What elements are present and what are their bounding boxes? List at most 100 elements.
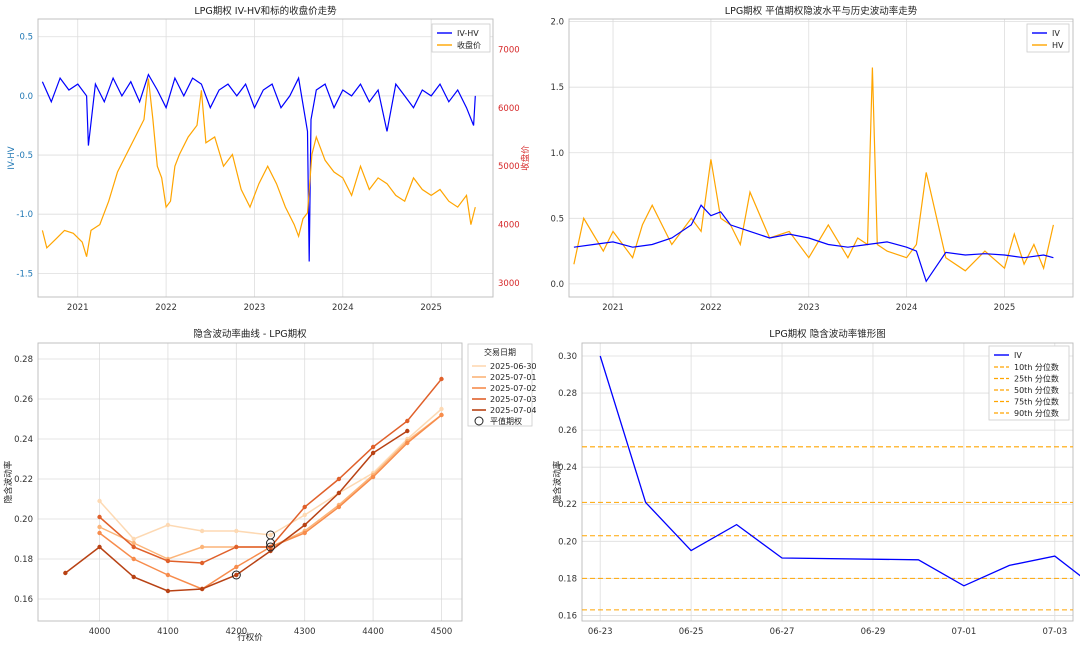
c2-y-tick-label: 1.5 — [550, 83, 564, 93]
c4-ylabel: 隐含波动率 — [552, 460, 563, 503]
c4-legend-quantile-label: 25th 分位数 — [1014, 374, 1059, 384]
c3-point — [405, 418, 410, 424]
c3-atm-marker — [231, 570, 241, 580]
c2-x-tick-label: 2022 — [700, 303, 722, 313]
c3-point — [131, 536, 136, 542]
c3-point — [165, 572, 171, 578]
c1-x-tick-label: 2021 — [67, 303, 89, 313]
c2-plot-frame — [568, 18, 1074, 298]
c3-point — [234, 528, 239, 534]
c3-legend-label: 2025-07-03 — [490, 395, 537, 404]
c2-legend-label: HV — [1052, 41, 1064, 50]
c3-x-tick-label: 4000 — [89, 627, 111, 637]
c3-point — [97, 514, 102, 520]
c3-point — [336, 490, 342, 496]
c3-point — [439, 376, 444, 382]
c3-y-tick-label: 0.20 — [14, 515, 33, 525]
c2-series-line-1 — [573, 204, 1054, 283]
c3-point — [302, 530, 307, 536]
c4-legend-quantile-label: 90th 分位数 — [1014, 408, 1059, 418]
c4-series-line-0 — [599, 355, 1080, 587]
c3-legend-title: 交易日期 — [484, 347, 516, 357]
c2-title: LPG期权 平值期权隐波水平与历史波动率走势 — [725, 5, 918, 17]
c2-legend-label: IV — [1052, 29, 1060, 38]
c4-y-tick-label: 0.28 — [558, 389, 577, 399]
c3-x-tick-label: 4200 — [226, 627, 248, 637]
c3-legend-label: 2025-07-04 — [490, 406, 537, 415]
c4-x-tick-label: 06-23 — [588, 627, 613, 637]
c3-x-tick-label: 4300 — [294, 627, 316, 637]
c4-x-tick-label: 06-29 — [861, 627, 886, 637]
c1-plot-frame — [37, 18, 494, 298]
c3-point — [405, 428, 410, 434]
c3-atm-marker — [266, 542, 276, 552]
c3-xlabel: 行权价 — [237, 632, 263, 643]
c3-point — [199, 544, 205, 550]
c2-y-tick-label: 0.0 — [550, 280, 564, 290]
c3-y-tick-label: 0.16 — [14, 595, 33, 605]
c4-legend-box — [988, 345, 1070, 421]
c1-y-tick-label: -1.5 — [16, 269, 33, 279]
c3-title: 隐含波动率曲线 - LPG期权 — [193, 328, 307, 340]
c3-legend-box — [467, 343, 533, 427]
c1-y2-tick-label: 3000 — [498, 279, 520, 289]
c1-x-tick-label: 2024 — [332, 303, 354, 313]
c1-x-tick-label: 2023 — [244, 303, 266, 313]
c3-point — [439, 412, 444, 418]
c3-legend-atm-swatch — [474, 416, 484, 426]
c2-series-line-0 — [573, 67, 1054, 272]
c1-y2-tick-label: 5000 — [498, 162, 520, 172]
c2-y-tick-label: 2.0 — [550, 18, 564, 28]
c2-legend-box — [1026, 23, 1070, 53]
c2-y-tick-label: 1.0 — [550, 149, 564, 159]
c2-x-tick-label: 2025 — [994, 303, 1016, 313]
c4-y-tick-label: 0.30 — [558, 352, 577, 362]
c3-point — [234, 564, 239, 570]
c1-legend-label: IV-HV — [457, 29, 479, 38]
c3-point — [63, 570, 68, 576]
c4-legend-quantile-label: 10th 分位数 — [1014, 362, 1059, 372]
c3-series-line-0 — [98, 408, 442, 540]
c1-y2-tick-label: 6000 — [498, 104, 520, 114]
c3-point — [336, 476, 342, 482]
c1-y2label: 收盘价 — [520, 145, 531, 171]
c3-y-tick-label: 0.26 — [14, 395, 33, 405]
c1-y-tick-label: 0.5 — [19, 33, 33, 43]
c3-y-tick-label: 0.24 — [14, 435, 33, 445]
c4-x-tick-label: 07-01 — [952, 627, 977, 637]
c3-point — [336, 504, 342, 510]
c3-point — [199, 586, 205, 592]
c3-point — [199, 528, 205, 534]
c4-legend-quantile-label: 50th 分位数 — [1014, 385, 1059, 395]
c4-x-tick-label: 06-25 — [679, 627, 704, 637]
c1-legend-box — [431, 23, 491, 53]
c3-x-tick-label: 4400 — [362, 627, 384, 637]
c3-point — [165, 522, 171, 528]
c3-point — [165, 558, 171, 564]
c1-x-tick-label: 2022 — [155, 303, 177, 313]
c1-y2-tick-label: 7000 — [498, 45, 520, 55]
c3-ylabel: 隐含波动率 — [3, 460, 14, 503]
c3-point — [370, 444, 376, 450]
c3-point — [97, 544, 102, 550]
c3-atm-marker — [266, 538, 276, 548]
c3-legend-label: 2025-07-02 — [490, 384, 537, 393]
c1-x-tick-label: 2025 — [420, 303, 442, 313]
c3-y-tick-label: 0.18 — [14, 555, 33, 565]
c3-series-line-2 — [99, 414, 442, 590]
c4-y-tick-label: 0.24 — [558, 463, 577, 473]
c4-x-tick-label: 06-27 — [770, 627, 795, 637]
c1-y2-tick-label: 4000 — [498, 221, 520, 231]
c3-point — [97, 498, 102, 504]
c3-legend-atm-label: 平值期权 — [490, 416, 522, 426]
c4-y-tick-label: 0.16 — [558, 611, 577, 621]
c1-y-tick-label: 0.0 — [19, 92, 33, 102]
c1-legend-label: 收盘价 — [457, 40, 481, 50]
c1-series-line-1 — [41, 78, 476, 257]
c4-y-tick-label: 0.26 — [558, 426, 577, 436]
c4-legend-label: IV — [1014, 351, 1022, 360]
c3-point — [302, 504, 307, 510]
c4-legend-quantile-label: 75th 分位数 — [1014, 397, 1059, 407]
c4-y-tick-label: 0.20 — [558, 537, 577, 547]
